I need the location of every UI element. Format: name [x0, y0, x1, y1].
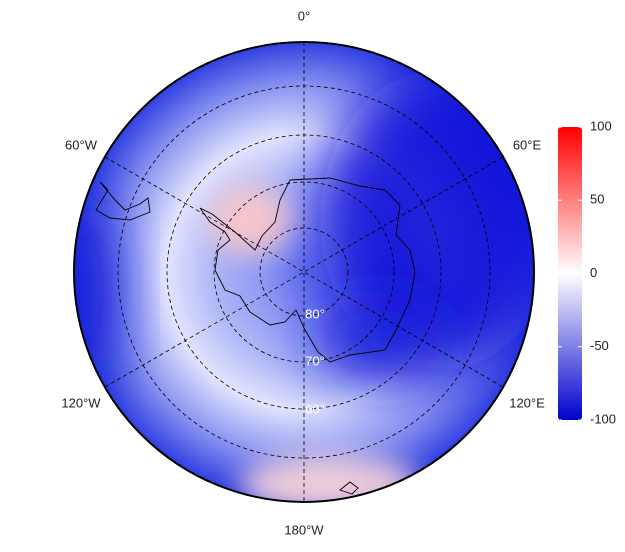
colorbar-tick-label: 0: [590, 265, 597, 280]
meridian-label: 120°E: [509, 395, 545, 410]
colorbar-tick-label: 100: [590, 118, 612, 133]
colorbar-tick-label: -100: [590, 411, 616, 426]
parallel-label: 80°: [305, 306, 325, 321]
coastline: [95, 177, 416, 495]
graticule: [104, 42, 504, 502]
colorbar-tick-label: 50: [590, 192, 604, 207]
meridian-label: 60°E: [513, 137, 542, 152]
colorbar-tick-label: -50: [590, 338, 609, 353]
colorbar: 100 50 0 -50 -100: [558, 118, 616, 426]
meridian-label: 180°W: [284, 522, 324, 537]
map-border: [73, 41, 535, 503]
meridian-label: 120°W: [61, 395, 101, 410]
parallel-label: 60°: [305, 401, 325, 416]
meridian-label: 60°W: [65, 137, 98, 152]
parallel-label: 70°: [305, 353, 325, 368]
colorbar-fill: [558, 127, 582, 420]
field: [74, 42, 534, 502]
meridian-label: 0°: [298, 8, 310, 23]
